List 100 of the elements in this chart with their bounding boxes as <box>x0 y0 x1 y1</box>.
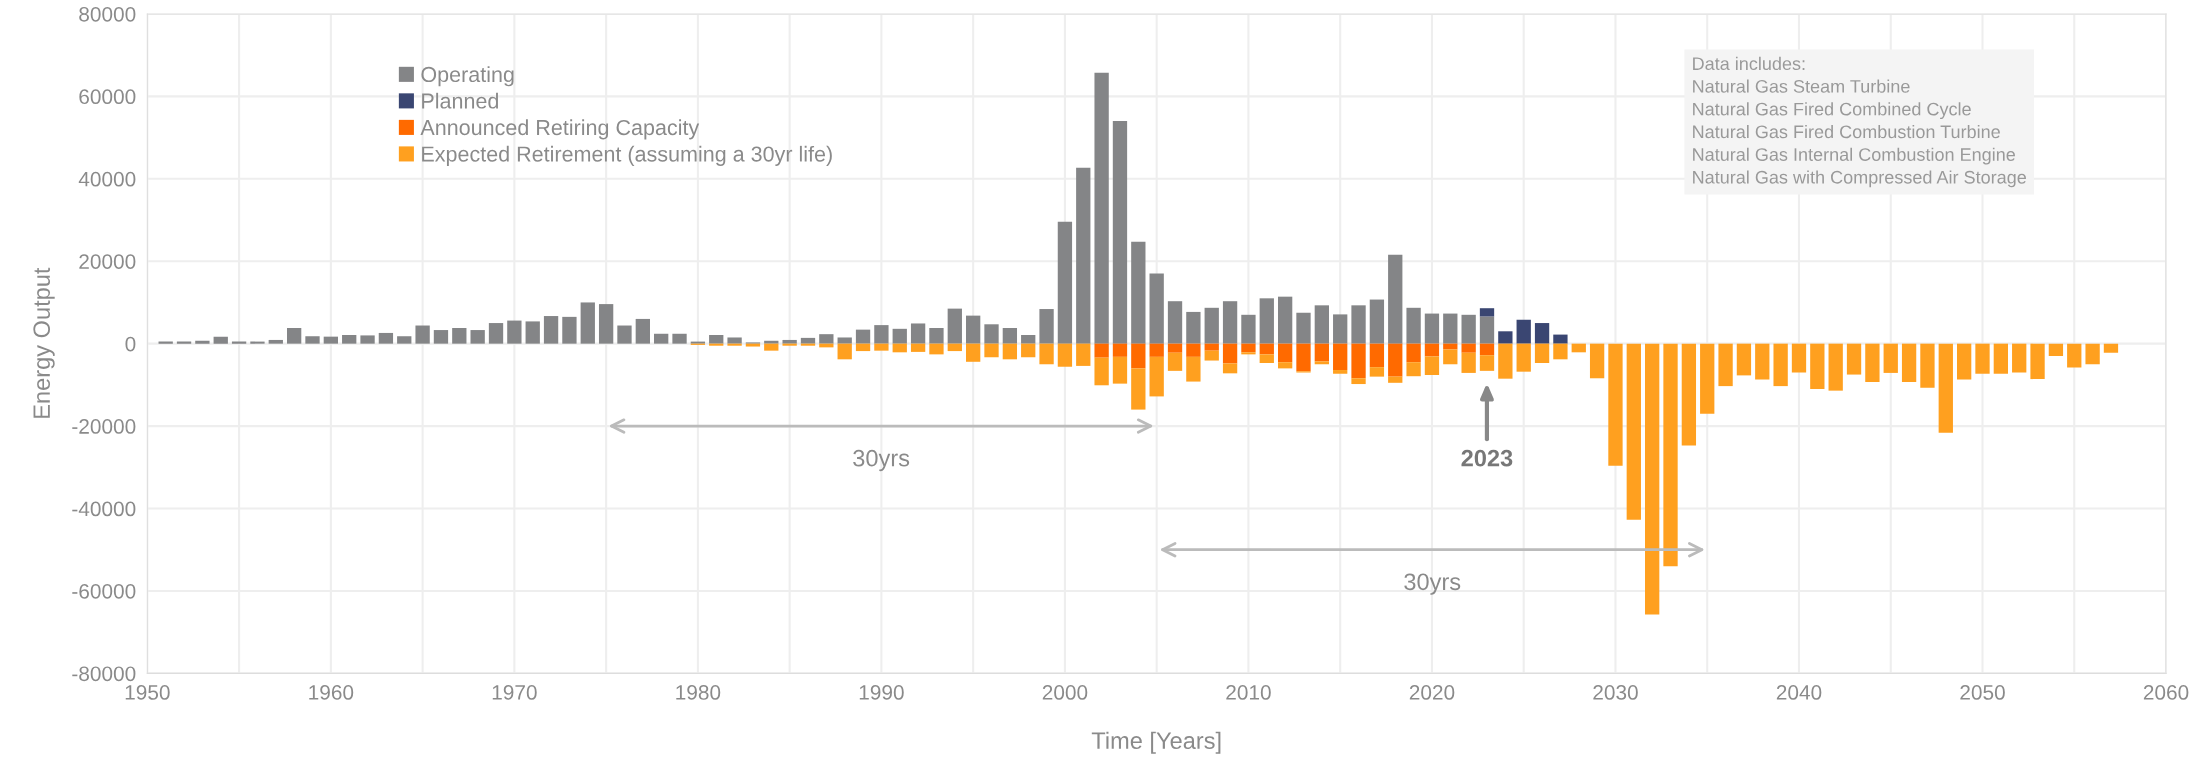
bar <box>1277 296 1293 344</box>
bar <box>966 315 981 344</box>
bar <box>1057 221 1073 344</box>
bar <box>1645 343 1660 615</box>
bar <box>1296 312 1311 344</box>
bar <box>1094 72 1109 344</box>
bar <box>800 337 816 344</box>
bar <box>305 336 320 344</box>
bar <box>1498 343 1513 379</box>
bar <box>507 320 522 344</box>
bar <box>195 340 210 344</box>
x-tick-label: 1990 <box>859 685 904 700</box>
bar <box>176 341 192 344</box>
bar <box>672 333 687 344</box>
bar <box>2067 343 2082 368</box>
bar <box>470 330 485 344</box>
legend-label: Expected Retirement (assuming a 30yr life) <box>422 145 832 166</box>
bar <box>1516 319 1531 344</box>
bar <box>654 333 669 344</box>
bar <box>1112 356 1128 384</box>
bar <box>1424 313 1440 344</box>
bar <box>910 323 926 344</box>
bar <box>892 328 907 344</box>
bar <box>837 337 852 344</box>
bar <box>929 343 944 355</box>
bar <box>1333 314 1348 344</box>
bar <box>1112 121 1128 344</box>
bar <box>1314 361 1329 365</box>
annotation: Data includes: Natural Gas Steam Turbine Natural Gas Fired Combined Cycle Natural Gas Fired Combustion Turbine Natural Gas Internal Combustion Engine Natural Gas with Compressed Air Storage <box>1693 56 2026 188</box>
bar <box>855 329 871 344</box>
bar <box>727 337 742 344</box>
bar <box>1076 343 1091 366</box>
bar <box>488 323 504 344</box>
bar <box>1149 356 1164 397</box>
bar <box>1167 301 1183 344</box>
bar <box>1094 343 1109 358</box>
bar <box>1277 343 1293 363</box>
bar <box>1443 349 1458 365</box>
bar <box>1791 343 1807 373</box>
bar <box>1351 305 1366 344</box>
bar <box>1186 311 1201 344</box>
bar <box>1002 343 1018 360</box>
bar <box>1956 343 1972 380</box>
y-tick-label: -80000 <box>72 666 136 682</box>
bar <box>1993 343 2009 374</box>
x-tick-label: 2060 <box>2143 685 2189 700</box>
bar <box>1920 343 1935 388</box>
bar <box>635 318 650 344</box>
bar <box>213 336 228 344</box>
bar <box>1369 367 1385 377</box>
bar <box>1149 343 1164 357</box>
x-tick-label: 1960 <box>309 685 354 700</box>
bar <box>1626 343 1641 520</box>
x-tick-label: 1970 <box>492 685 537 700</box>
bar <box>1222 301 1238 344</box>
x-axis-title: Time [Years] <box>1091 731 1221 754</box>
bar <box>2085 343 2100 365</box>
bar <box>1479 308 1495 317</box>
bar <box>1406 343 1421 363</box>
y-tick-label: 20000 <box>79 254 136 269</box>
bar <box>1736 343 1752 376</box>
bar <box>855 343 871 352</box>
bar <box>1424 356 1440 375</box>
bar <box>966 343 981 362</box>
bar <box>947 343 962 352</box>
bar <box>1553 343 1568 360</box>
y-tick-label: 0 <box>125 336 136 352</box>
y-tick-label: -60000 <box>72 583 136 599</box>
bar <box>1663 343 1678 567</box>
annotation: 30yrs <box>1404 573 1461 595</box>
bar <box>1204 350 1219 361</box>
legend-label: Operating <box>421 66 514 87</box>
bar <box>1021 335 1036 344</box>
bar <box>1846 343 1862 375</box>
bar <box>1241 343 1256 353</box>
bar <box>1388 343 1403 377</box>
bar <box>1975 343 1990 374</box>
bar <box>1461 343 1476 353</box>
bar <box>1351 343 1366 379</box>
bar <box>984 324 999 344</box>
bar <box>910 343 926 352</box>
bar <box>1241 314 1256 344</box>
bar <box>1021 343 1036 358</box>
bar <box>415 325 430 344</box>
bar <box>1755 343 1770 380</box>
bar <box>562 316 577 344</box>
x-tick-label: 2020 <box>1409 685 1455 700</box>
y-tick-label: -40000 <box>72 501 136 517</box>
bar <box>2030 343 2045 380</box>
bar <box>1204 307 1219 344</box>
bar <box>984 343 999 358</box>
bar <box>1167 352 1183 371</box>
bar <box>323 336 339 344</box>
bar <box>1094 357 1109 386</box>
bar <box>1369 343 1385 368</box>
bar <box>1167 343 1183 353</box>
bar <box>1828 343 1843 391</box>
bar <box>1534 343 1550 364</box>
bar <box>1296 343 1311 372</box>
y-tick-label: 60000 <box>79 89 136 105</box>
